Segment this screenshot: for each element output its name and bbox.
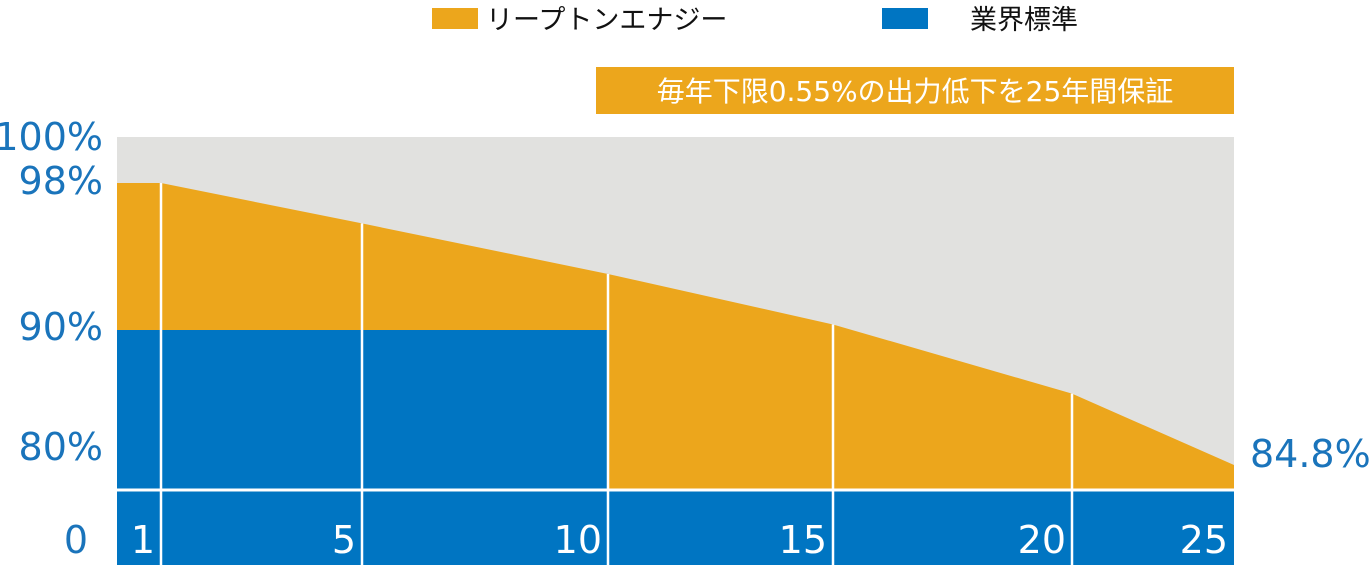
legend-label-leapton: リープトンエナジー: [486, 5, 727, 36]
end-value-label: 84.8%: [1250, 432, 1370, 476]
y-tick-label: 80%: [19, 425, 103, 469]
area-industry: [117, 330, 1234, 490]
plot-area: [117, 137, 1234, 565]
y-tick-label: 100%: [0, 115, 103, 159]
x-axis-band: [117, 490, 1234, 565]
legend: リープトンエナジー 業界標準: [432, 5, 1078, 36]
x-tick-label: 20: [1018, 518, 1066, 562]
legend-swatch-leapton: [432, 8, 478, 29]
x-tick-label: 25: [1180, 518, 1228, 562]
y-tick-label: 0: [64, 518, 88, 562]
y-tick-label: 90%: [19, 305, 103, 349]
y-tick-label: 98%: [19, 159, 103, 203]
banner: 毎年下限0.55%の出力低下を25年間保証: [596, 67, 1234, 114]
x-tick-label: 5: [332, 518, 356, 562]
x-tick-label: 1: [131, 518, 155, 562]
legend-label-industry: 業界標準: [970, 5, 1078, 36]
x-tick-label: 15: [779, 518, 827, 562]
banner-text: 毎年下限0.55%の出力低下を25年間保証: [657, 75, 1174, 108]
banner-box: [596, 67, 1234, 114]
x-tick-label: 10: [554, 518, 602, 562]
legend-swatch-industry: [882, 8, 928, 29]
